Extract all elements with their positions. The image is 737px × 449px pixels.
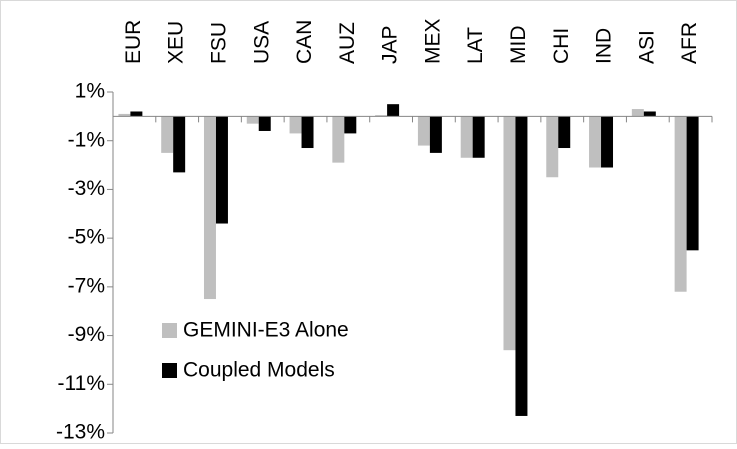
legend-label: Coupled Models	[183, 359, 335, 382]
x-tick-label: CHI	[550, 28, 573, 64]
bar	[161, 116, 174, 153]
bar	[332, 116, 345, 163]
bar	[643, 111, 656, 117]
y-tick-label: 1%	[75, 80, 105, 103]
x-tick-label: AFR	[678, 22, 701, 64]
bar	[686, 116, 699, 251]
legend-swatch	[162, 363, 177, 378]
x-tick-label: FSU	[208, 22, 231, 64]
x-tick-label: XEU	[165, 21, 188, 64]
bar	[503, 116, 516, 351]
bar	[118, 113, 131, 117]
bar	[173, 116, 186, 173]
y-tick-label: -5%	[68, 226, 105, 249]
x-tick-label: MEX	[421, 18, 444, 64]
bar	[472, 116, 485, 158]
bar	[375, 115, 388, 117]
y-tick-label: -1%	[68, 128, 105, 151]
bar	[601, 116, 614, 168]
bar	[429, 116, 442, 153]
x-tick-label: EUR	[122, 20, 145, 64]
x-tick-label: JAP	[379, 25, 402, 64]
bar	[215, 116, 228, 224]
bar	[289, 116, 302, 134]
x-tick-label: IND	[593, 28, 616, 64]
bar	[674, 116, 687, 292]
y-tick-label: -9%	[68, 323, 105, 346]
bar	[631, 109, 644, 117]
bar	[387, 104, 400, 117]
y-tick-label: -13%	[56, 421, 105, 444]
bar	[246, 116, 259, 124]
x-tick-label: USA	[250, 21, 273, 64]
bar	[546, 116, 559, 178]
bar	[258, 116, 271, 131]
y-tick-label: -11%	[58, 372, 105, 395]
legend-label: GEMINI-E3 Alone	[183, 319, 349, 342]
y-tick-label: -7%	[68, 274, 105, 297]
x-tick-label: MID	[507, 26, 530, 65]
x-tick-label: AUZ	[336, 22, 359, 64]
bar	[130, 111, 143, 117]
bar	[417, 116, 430, 146]
bar	[460, 116, 473, 158]
bar	[344, 116, 357, 134]
bar	[589, 116, 602, 168]
bar	[301, 116, 314, 149]
x-tick-label: ASI	[635, 30, 658, 64]
bar	[203, 116, 216, 300]
bar	[515, 116, 528, 416]
y-tick-label: -3%	[68, 177, 105, 200]
legend-swatch	[162, 323, 177, 338]
x-tick-label: CAN	[293, 20, 316, 64]
x-tick-label: LAT	[464, 27, 487, 64]
bar	[558, 116, 571, 149]
